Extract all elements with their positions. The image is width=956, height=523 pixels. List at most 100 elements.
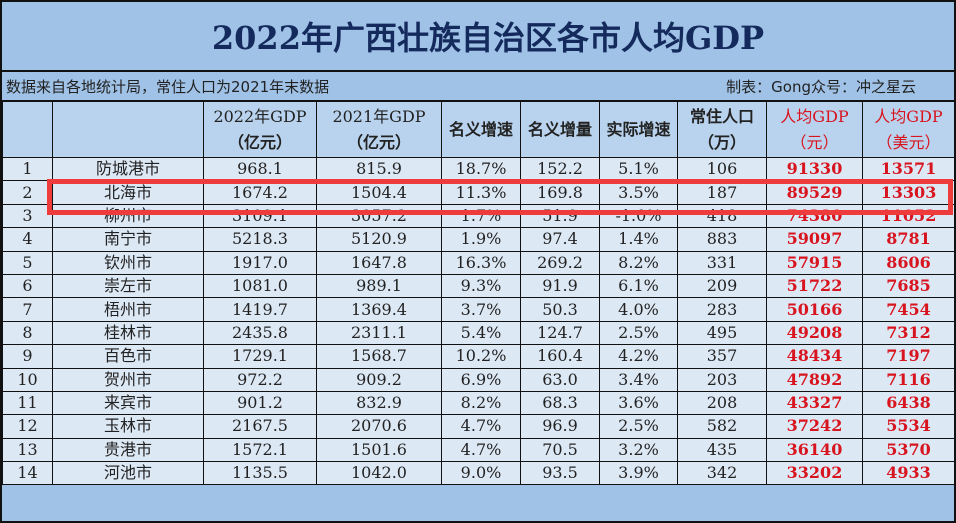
cell-per-capita-usd: 13303: [862, 180, 955, 205]
cell-gdp2021: 1501.6: [316, 437, 442, 463]
table-row: 1 防城港市 968.1 815.9 18.7% 152.2 5.1% 106 …: [2, 156, 955, 182]
cell-nominal-growth: 9.0%: [441, 461, 521, 486]
table-row: 13 贵港市 1572.1 1501.6 4.7% 70.5 3.2% 435 …: [2, 437, 955, 463]
cell-population: 203: [677, 367, 767, 392]
cell-population: 331: [677, 250, 767, 275]
cell-city: 北海市: [52, 180, 204, 205]
cell-nominal-growth: 4.7%: [441, 414, 521, 439]
cell-per-capita-cny: 74380: [766, 203, 863, 229]
table-row: 7 梧州市 1419.7 1369.4 3.7% 50.3 4.0% 283 5…: [2, 297, 955, 322]
col-header-unit: （美元）: [876, 132, 941, 152]
cell-gdp2021: 909.2: [316, 367, 442, 392]
cell-population: 187: [677, 180, 767, 205]
table-row: 5 钦州市 1917.0 1647.8 16.3% 269.2 8.2% 331…: [2, 250, 955, 275]
cell-gdp2022: 1729.1: [203, 344, 317, 369]
cell-city: 桂林市: [52, 320, 204, 346]
cell-gdp2022: 1917.0: [203, 250, 317, 275]
cell-real-growth: 3.5%: [599, 180, 678, 205]
table-row: 2 北海市 1674.2 1504.4 11.3% 169.8 3.5% 187…: [2, 180, 955, 205]
col-header-nominal-growth: 名义增速: [441, 101, 521, 158]
cell-population: 342: [677, 461, 767, 486]
cell-real-growth: 3.6%: [599, 390, 678, 416]
cell-population: 106: [677, 156, 767, 182]
cell-rank: 1: [2, 156, 53, 182]
cell-per-capita-cny: 47892: [766, 367, 863, 392]
cell-real-growth: 4.0%: [599, 297, 678, 322]
cell-gdp2021: 1647.8: [316, 250, 442, 275]
cell-population: 582: [677, 414, 767, 439]
cell-rank: 12: [2, 414, 53, 439]
cell-real-growth: 6.1%: [599, 273, 678, 299]
cell-population: 209: [677, 273, 767, 299]
col-header-rank: [2, 101, 53, 158]
cell-rank: 7: [2, 297, 53, 322]
cell-nominal-growth: 1.9%: [441, 227, 521, 252]
cell-gdp2021: 5120.9: [316, 227, 442, 252]
cell-rank: 10: [2, 367, 53, 392]
cell-rank: 11: [2, 390, 53, 416]
cell-real-growth: 2.5%: [599, 414, 678, 439]
cell-nominal-increase: 97.4: [520, 227, 600, 252]
col-header-per-capita-cny: 人均GDP （元）: [766, 101, 863, 158]
cell-gdp2021: 2311.1: [316, 320, 442, 346]
cell-population: 435: [677, 437, 767, 463]
cell-gdp2022: 1419.7: [203, 297, 317, 322]
info-row: 数据来自各地统计局，常住人口为2021年末数据 制表：Gong众号：冲之星云: [2, 72, 954, 101]
table-row: 9 百色市 1729.1 1568.7 10.2% 160.4 4.2% 357…: [2, 344, 955, 369]
cell-per-capita-usd: 7312: [862, 320, 955, 346]
cell-gdp2021: 1369.4: [316, 297, 442, 322]
cell-real-growth: 3.2%: [599, 437, 678, 463]
cell-rank: 14: [2, 461, 53, 486]
cell-real-growth: 3.9%: [599, 461, 678, 486]
col-header-label: 2022年GDP: [213, 106, 307, 126]
table-row: 8 桂林市 2435.8 2311.1 5.4% 124.7 2.5% 495 …: [2, 320, 955, 346]
table-header-row: 2022年GDP （亿元） 2021年GDP （亿元） 名义增速 名义增量 实际增速…: [2, 101, 955, 158]
cell-per-capita-usd: 5370: [862, 437, 955, 463]
cell-gdp2022: 2167.5: [203, 414, 317, 439]
col-header-unit: （万）: [697, 132, 746, 152]
cell-city: 崇左市: [52, 273, 204, 299]
gdp-table: 2022年GDP （亿元） 2021年GDP （亿元） 名义增速 名义增量 实际增速…: [2, 101, 955, 486]
cell-per-capita-cny: 91330: [766, 156, 863, 182]
cell-real-growth: 3.4%: [599, 367, 678, 392]
cell-per-capita-cny: 59097: [766, 227, 863, 252]
cell-nominal-increase: 160.4: [520, 344, 600, 369]
table-row: 3 柳州市 3109.1 3057.2 1.7% 51.9 -1.0% 418 …: [2, 203, 955, 229]
cell-rank: 13: [2, 437, 53, 463]
cell-nominal-growth: 3.7%: [441, 297, 521, 322]
table-row: 4 南宁市 5218.3 5120.9 1.9% 97.4 1.4% 883 5…: [2, 227, 955, 252]
cell-nominal-increase: 124.7: [520, 320, 600, 346]
col-header-label: 人均GDP: [780, 106, 849, 126]
title-bar: 2022年广西壮族自治区各市人均GDP: [2, 2, 954, 72]
cell-rank: 4: [2, 227, 53, 252]
cell-nominal-increase: 91.9: [520, 273, 600, 299]
cell-gdp2021: 1504.4: [316, 180, 442, 205]
cell-nominal-growth: 16.3%: [441, 250, 521, 275]
cell-city: 玉林市: [52, 414, 204, 439]
col-header-gdp2021: 2021年GDP （亿元）: [316, 101, 442, 158]
cell-nominal-increase: 96.9: [520, 414, 600, 439]
col-header-real-growth: 实际增速: [599, 101, 678, 158]
table-row: 6 崇左市 1081.0 989.1 9.3% 91.9 6.1% 209 51…: [2, 273, 955, 299]
cell-real-growth: 2.5%: [599, 320, 678, 346]
col-header-label: 人均GDP: [874, 106, 943, 126]
cell-nominal-growth: 1.7%: [441, 203, 521, 229]
cell-nominal-increase: 51.9: [520, 203, 600, 229]
cell-population: 357: [677, 344, 767, 369]
cell-gdp2021: 815.9: [316, 156, 442, 182]
cell-per-capita-usd: 8781: [862, 227, 955, 252]
cell-per-capita-usd: 7685: [862, 273, 955, 299]
cell-gdp2022: 968.1: [203, 156, 317, 182]
cell-population: 283: [677, 297, 767, 322]
cell-rank: 5: [2, 250, 53, 275]
table-row: 14 河池市 1135.5 1042.0 9.0% 93.5 3.9% 342 …: [2, 461, 955, 486]
cell-nominal-growth: 6.9%: [441, 367, 521, 392]
cell-per-capita-usd: 4933: [862, 461, 955, 486]
cell-nominal-growth: 4.7%: [441, 437, 521, 463]
cell-nominal-increase: 50.3: [520, 297, 600, 322]
cell-per-capita-usd: 5534: [862, 414, 955, 439]
cell-real-growth: 5.1%: [599, 156, 678, 182]
col-header-nominal-increase: 名义增量: [520, 101, 600, 158]
cell-gdp2021: 832.9: [316, 390, 442, 416]
